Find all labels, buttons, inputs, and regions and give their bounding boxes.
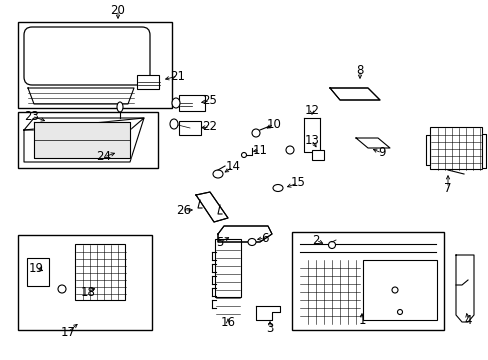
- Bar: [311, 150, 324, 160]
- Bar: [18, 22, 172, 108]
- Polygon shape: [355, 138, 389, 148]
- Text: 10: 10: [266, 117, 281, 130]
- Polygon shape: [329, 88, 379, 100]
- Bar: [137, 75, 159, 89]
- Text: 1: 1: [358, 314, 365, 327]
- Ellipse shape: [170, 119, 178, 129]
- Polygon shape: [455, 255, 473, 322]
- Bar: [27, 258, 49, 286]
- Text: 14: 14: [225, 161, 240, 174]
- Ellipse shape: [172, 98, 180, 108]
- Text: 9: 9: [378, 147, 385, 159]
- Text: 19: 19: [28, 261, 43, 274]
- Polygon shape: [481, 134, 485, 168]
- Bar: [18, 235, 152, 330]
- Bar: [291, 232, 443, 330]
- Bar: [179, 95, 204, 111]
- Ellipse shape: [241, 153, 246, 158]
- Ellipse shape: [117, 102, 123, 112]
- Bar: [215, 239, 241, 297]
- Text: 23: 23: [24, 109, 40, 122]
- Bar: [179, 121, 201, 135]
- Text: 12: 12: [304, 104, 319, 117]
- Polygon shape: [256, 306, 280, 320]
- Text: 5: 5: [216, 235, 223, 248]
- Ellipse shape: [58, 285, 66, 293]
- Polygon shape: [425, 135, 429, 165]
- Text: 17: 17: [61, 325, 75, 338]
- Text: 4: 4: [463, 314, 471, 327]
- Polygon shape: [24, 118, 143, 162]
- Polygon shape: [28, 88, 134, 104]
- Text: 11: 11: [252, 144, 267, 157]
- Bar: [75, 244, 125, 300]
- Ellipse shape: [247, 238, 256, 246]
- Text: 2: 2: [312, 234, 319, 247]
- Text: 3: 3: [266, 321, 273, 334]
- Bar: [429, 127, 481, 169]
- FancyBboxPatch shape: [24, 27, 150, 85]
- Text: 26: 26: [176, 203, 191, 216]
- Text: 25: 25: [202, 94, 217, 108]
- Text: 15: 15: [290, 176, 305, 189]
- Ellipse shape: [397, 310, 402, 315]
- Text: 24: 24: [96, 150, 111, 163]
- Polygon shape: [196, 192, 227, 222]
- Polygon shape: [218, 226, 271, 242]
- Text: 16: 16: [220, 315, 235, 328]
- Bar: [362, 260, 436, 320]
- Text: 8: 8: [356, 63, 363, 77]
- Ellipse shape: [251, 129, 260, 137]
- Text: 21: 21: [170, 69, 185, 82]
- Ellipse shape: [391, 287, 397, 293]
- Ellipse shape: [328, 242, 335, 248]
- Text: 6: 6: [261, 231, 268, 244]
- Ellipse shape: [285, 146, 293, 154]
- Ellipse shape: [213, 170, 223, 178]
- Ellipse shape: [272, 184, 283, 192]
- Polygon shape: [34, 122, 130, 158]
- Polygon shape: [24, 118, 143, 130]
- Text: 22: 22: [202, 121, 217, 134]
- Text: 13: 13: [304, 134, 319, 147]
- Bar: [18, 112, 158, 168]
- Text: 18: 18: [81, 285, 95, 298]
- Text: 20: 20: [110, 4, 125, 17]
- Text: 7: 7: [443, 181, 451, 194]
